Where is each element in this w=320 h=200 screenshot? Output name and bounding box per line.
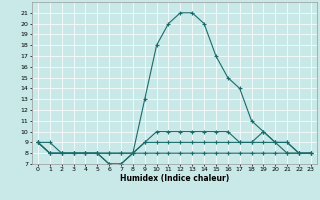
X-axis label: Humidex (Indice chaleur): Humidex (Indice chaleur) <box>120 174 229 183</box>
